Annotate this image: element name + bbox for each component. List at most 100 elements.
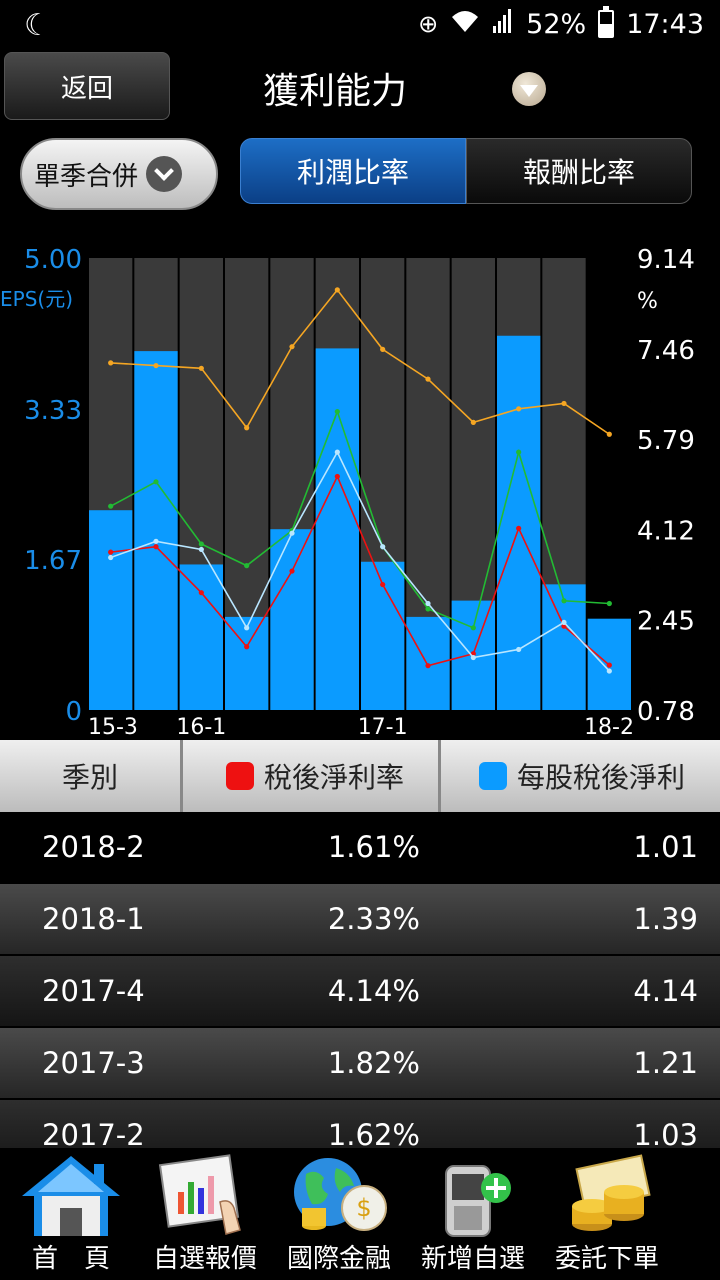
table-row[interactable]: 2018-2 1.61% 1.01 [0,812,720,882]
row-net-margin: 1.62% [327,1118,420,1148]
coins-icon [572,1154,651,1231]
orange-ratio-line-point [198,365,204,371]
green-ratio-line [110,409,610,629]
table-row[interactable]: 2018-1 2.33% 1.39 [0,884,720,954]
net-margin-line-point [334,473,340,480]
right-axis-tick: 4.12 [637,516,695,546]
table-row[interactable]: 2017-4 4.14% 4.14 [0,956,720,1026]
eps-bar [225,616,269,710]
eps-bar [542,584,586,710]
battery-percent: 52% [526,8,587,40]
lightblue-ratio-line-point [425,600,431,607]
eps-bar [497,335,541,710]
header-eps: 每股稅後淨利 [444,740,720,812]
nav-watchlist-quote[interactable]: 自選報價 [138,1148,272,1280]
phone-add-icon [445,1165,511,1237]
page-title: 獲利能力 [262,71,407,112]
green-ratio-line-point [425,606,431,612]
left-axis-tick: 5.00 [24,245,82,275]
orange-ratio-line-point [289,344,295,350]
net-margin-line-point [380,581,386,588]
eps-bar [270,529,314,710]
row-net-margin: 1.61% [327,830,420,864]
lightblue-ratio-line-point [198,546,204,553]
net-margin-line-point [289,568,295,574]
row-period: 2018-2 [42,830,145,864]
eps-bar [179,564,223,710]
x-axis-tick: 17-1 [358,715,408,740]
row-period: 2017-2 [42,1118,145,1148]
row-net-margin: 1.82% [327,1046,420,1080]
net-margin-line-point [516,525,522,531]
orange-ratio-line-point [470,419,476,425]
lightblue-ratio-line-point [108,554,114,561]
bottom-nav: 首 頁 自選報價 $ 國際金融 [0,1148,720,1280]
orange-ratio-line [110,288,610,435]
tab-return-ratio[interactable]: 報酬比率 [466,138,692,204]
left-axis-label: EPS(元) [0,287,73,311]
header-divider [438,740,441,812]
globe-money-icon: $ [294,1158,387,1231]
eps-bar [315,348,359,710]
nav-intl-finance-label: 國際金融 [286,1244,391,1274]
wifi-icon [450,8,480,40]
nav-intl-finance[interactable]: $ 國際金融 [272,1148,406,1280]
nav-place-order[interactable]: 委託下單 [540,1148,674,1280]
net-margin-line [110,474,610,667]
lightblue-ratio-line-point [334,449,340,455]
header-period: 季別 [0,740,180,812]
lightblue-ratio-line-point [289,530,295,536]
x-axis-tick: 16-1 [176,715,226,740]
net-margin-line-point [425,663,431,669]
right-axis-tick: 9.14 [637,245,695,275]
nav-place-order-label: 委託下單 [554,1244,659,1274]
battery-icon [598,6,615,38]
eps-bar [134,351,178,710]
row-eps: 4.14 [633,974,698,1008]
left-axis-tick: 0 [65,697,82,727]
left-axis-tick: 1.67 [24,546,82,576]
nav-watchlist-quote-label: 自選報價 [152,1244,257,1274]
net-margin-line-point [606,662,612,668]
header: 返回 獲利能力 [0,50,720,128]
header-eps-label: 每股稅後淨利 [516,761,685,794]
net-margin-line-point [244,644,250,650]
back-button[interactable]: 返回 [4,52,170,120]
tab-profit-ratio[interactable]: 利潤比率 [240,138,466,204]
orange-ratio-line-point [516,406,522,412]
right-axis-tick: 5.79 [637,426,695,456]
row-eps: 1.39 [633,902,698,936]
period-select[interactable]: 單季合併 [20,138,218,210]
chart-svg: 0 1.67 3.33 5.00 EPS(元) 0.78 2.45 4.12 5.79 7.46 9… [0,245,695,740]
table-row[interactable]: 2017-3 1.82% 1.21 [0,1028,720,1098]
right-axis-tick: 0.78 [637,697,695,727]
lightblue-ratio-line-point [153,538,159,544]
table-row[interactable]: 2017-2 1.62% 1.03 [0,1100,720,1148]
green-ratio-line-point [606,600,612,607]
net-margin-swatch-icon [225,762,254,790]
orange-ratio-line-point [425,376,431,382]
home-icon [22,1156,120,1236]
chart-touch-icon [158,1154,241,1235]
title-dropdown-icon[interactable] [512,72,546,106]
nav-add-watchlist[interactable]: 新增自選 [406,1148,540,1280]
data-table[interactable]: 2018-2 1.61% 1.01 2018-1 2.33% 1.39 2017… [0,812,720,1148]
green-ratio-line-point [334,408,340,415]
x-axis-tick: 18-2 [584,715,634,740]
table-header: 季別 稅後淨利率 每股稅後淨利 [0,740,720,812]
eps-bar [89,510,133,710]
status-bar: ☾ ⊕ 52% 17:43 [0,0,720,50]
row-period: 2018-1 [42,902,145,936]
row-eps: 1.21 [633,1046,698,1080]
do-not-disturb-icon: ☾ [24,8,51,43]
green-ratio-line-point [516,449,522,455]
svg-text:$: $ [356,1194,371,1222]
nav-home[interactable]: 首 頁 [4,1148,138,1280]
orange-ratio-line-point [108,360,114,366]
lightblue-ratio-line-point [244,625,250,631]
x-axis-tick: 15-3 [88,715,138,740]
eps-margin-chart: 0 1.67 3.33 5.00 EPS(元) 0.78 2.45 4.12 5.79 7.46 9… [0,224,720,740]
orange-ratio-line-point [561,400,567,407]
header-period-label: 季別 [61,761,118,794]
green-ratio-line-point [153,479,159,485]
